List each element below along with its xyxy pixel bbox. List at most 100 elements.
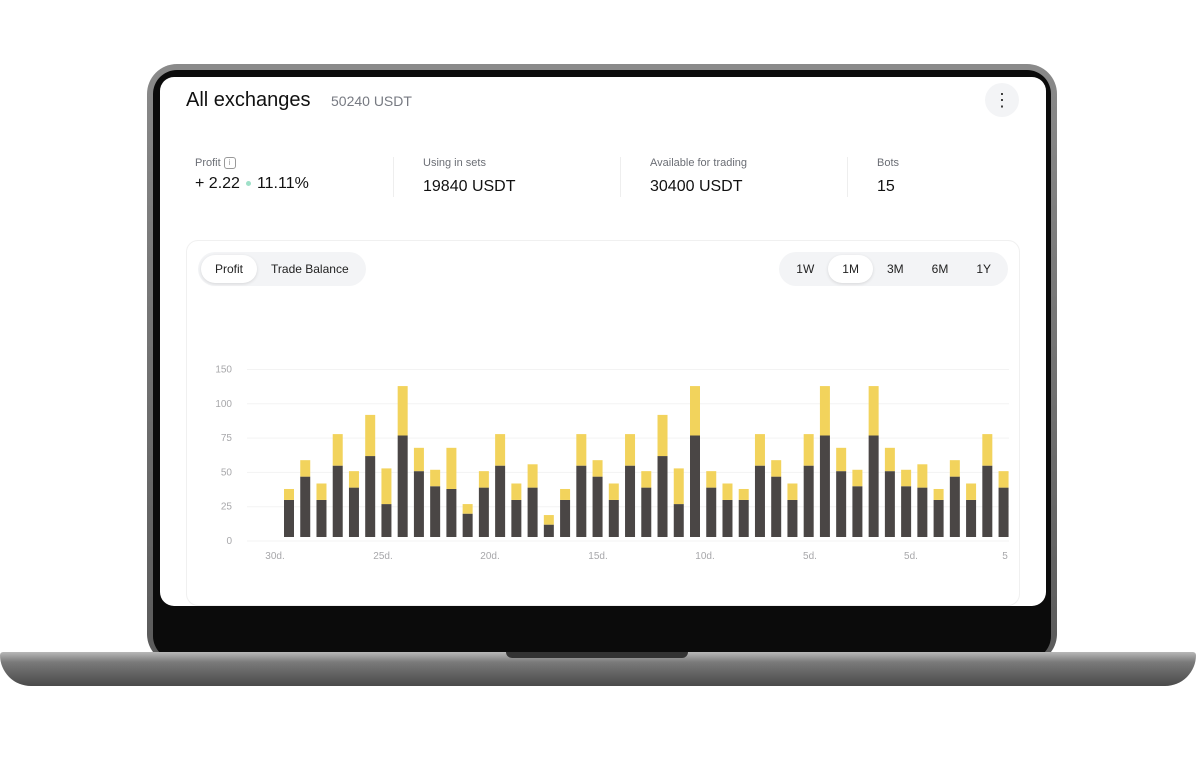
- bar-segment-secondary: [478, 471, 489, 488]
- bar-segment-secondary: [852, 469, 863, 487]
- bar-segment-secondary: [511, 483, 522, 500]
- bar-segment-primary: [543, 524, 554, 537]
- bar-segment-secondary: [917, 464, 928, 488]
- bar-segment-secondary: [462, 504, 473, 514]
- bar-segment-secondary: [543, 515, 554, 525]
- bar-segment-primary: [836, 471, 847, 537]
- bar-segment-secondary: [901, 469, 912, 487]
- divider: [847, 157, 848, 197]
- x-tick-label: 25d.: [373, 551, 392, 562]
- bar-segment-secondary: [608, 483, 619, 500]
- tab-trade-balance[interactable]: Trade Balance: [271, 262, 349, 276]
- bar-segment-primary: [511, 499, 522, 537]
- bar-segment-secondary: [771, 460, 782, 477]
- bar-segment-secondary: [868, 386, 879, 436]
- bar-segment-secondary: [592, 460, 603, 477]
- bar-segment-primary: [462, 513, 473, 537]
- bar-segment-primary: [495, 465, 506, 537]
- bar-segment-primary: [754, 465, 765, 537]
- bar-segment-primary: [868, 435, 879, 537]
- bar-segment-secondary: [754, 434, 765, 466]
- y-tick-label: 50: [221, 467, 233, 478]
- bar-segment-secondary: [365, 414, 376, 457]
- stat-value: 30400 USDT: [650, 178, 743, 195]
- bar-segment-secondary: [397, 386, 408, 436]
- bar-segment-primary: [966, 499, 977, 537]
- bar-segment-primary: [852, 486, 863, 537]
- total-balance: 50240 USDT: [331, 93, 412, 109]
- bar-segment-primary: [332, 465, 343, 537]
- stat-label: Bots: [877, 157, 900, 169]
- range-1m[interactable]: 1M: [828, 255, 873, 283]
- bar-segment-primary: [625, 465, 636, 537]
- bar-segment-primary: [738, 499, 749, 537]
- bar-segment-secondary: [884, 447, 895, 472]
- bar-segment-primary: [673, 504, 684, 537]
- tab-profit[interactable]: Profit: [201, 255, 258, 283]
- bar-segment-secondary: [316, 483, 327, 500]
- bar-segment-secondary: [706, 471, 717, 488]
- bar-segment-primary: [608, 499, 619, 537]
- bar-segment-primary: [576, 465, 587, 537]
- x-tick-label: 5: [1002, 551, 1008, 562]
- bar-segment-primary: [884, 471, 895, 537]
- bar-segment-secondary: [430, 469, 441, 487]
- bar-segment-secondary: [527, 464, 538, 488]
- stat-label: Profit: [195, 157, 221, 169]
- bar-segment-secondary: [413, 447, 424, 472]
- stat-using-in-sets: Using in sets 19840 USDT: [423, 157, 516, 196]
- bar-segment-primary: [413, 471, 424, 537]
- bar-segment-primary: [722, 499, 733, 537]
- divider: [620, 157, 621, 197]
- range-1y[interactable]: 1Y: [976, 262, 991, 276]
- x-tick-label: 5d.: [803, 551, 817, 562]
- y-tick-label: 100: [215, 399, 232, 410]
- bar-segment-primary: [397, 435, 408, 537]
- bar-segment-primary: [803, 465, 814, 537]
- y-tick-label: 0: [226, 536, 232, 547]
- bar-segment-primary: [819, 435, 830, 537]
- bar-segment-primary: [527, 487, 538, 537]
- bar-segment-primary: [284, 499, 294, 537]
- bar-segment-primary: [982, 465, 993, 537]
- stat-label: Using in sets: [423, 157, 486, 169]
- range-3m[interactable]: 3M: [886, 262, 904, 276]
- bar-segment-secondary: [673, 468, 684, 505]
- divider: [393, 157, 394, 197]
- bar-segment-primary: [949, 476, 960, 537]
- bar-segment-secondary: [300, 460, 311, 477]
- range-6m[interactable]: 6M: [931, 262, 949, 276]
- bar-segment-primary: [706, 487, 717, 537]
- bar-segment-primary: [560, 499, 571, 537]
- range-1w[interactable]: 1W: [796, 262, 815, 276]
- app-screen: All exchanges 50240 USDT ⋮ Profit i + 2.2…: [160, 77, 1046, 606]
- bar-segment-primary: [690, 435, 700, 537]
- bar-segment-primary: [917, 487, 928, 537]
- bar-segment-secondary: [381, 468, 392, 505]
- bar-segment-primary: [787, 499, 798, 537]
- bar-segment-secondary: [348, 471, 359, 488]
- bar-segment-secondary: [625, 434, 636, 466]
- bar-segment-secondary: [446, 447, 457, 489]
- more-vertical-icon[interactable]: ⋮: [985, 83, 1019, 117]
- bar-segment-secondary: [787, 483, 798, 500]
- bar-segment-secondary: [284, 488, 294, 500]
- x-tick-label: 15d.: [588, 551, 607, 562]
- bar-segment-secondary: [738, 488, 749, 500]
- bar-segment-primary: [381, 504, 392, 537]
- stat-bots: Bots 15: [877, 157, 899, 196]
- y-tick-label: 75: [221, 433, 233, 444]
- x-tick-label: 30d.: [265, 551, 284, 562]
- bar-segment-secondary: [332, 434, 343, 466]
- bar-segment-secondary: [657, 414, 668, 457]
- bar-segment-secondary: [836, 447, 847, 472]
- bar-segment-primary: [300, 476, 311, 537]
- chart-card: Profit Trade Balance 1W 1M 3M 6M 1Y 0 25 5…: [186, 240, 1020, 606]
- bar-segment-primary: [592, 476, 603, 537]
- bar-segment-secondary: [982, 434, 993, 466]
- info-icon[interactable]: i: [223, 157, 236, 170]
- bar-segment-secondary: [803, 434, 814, 466]
- bar-segment-secondary: [641, 471, 652, 488]
- laptop-notch: [506, 652, 688, 658]
- chart-type-toggle: Profit Trade Balance: [198, 252, 366, 286]
